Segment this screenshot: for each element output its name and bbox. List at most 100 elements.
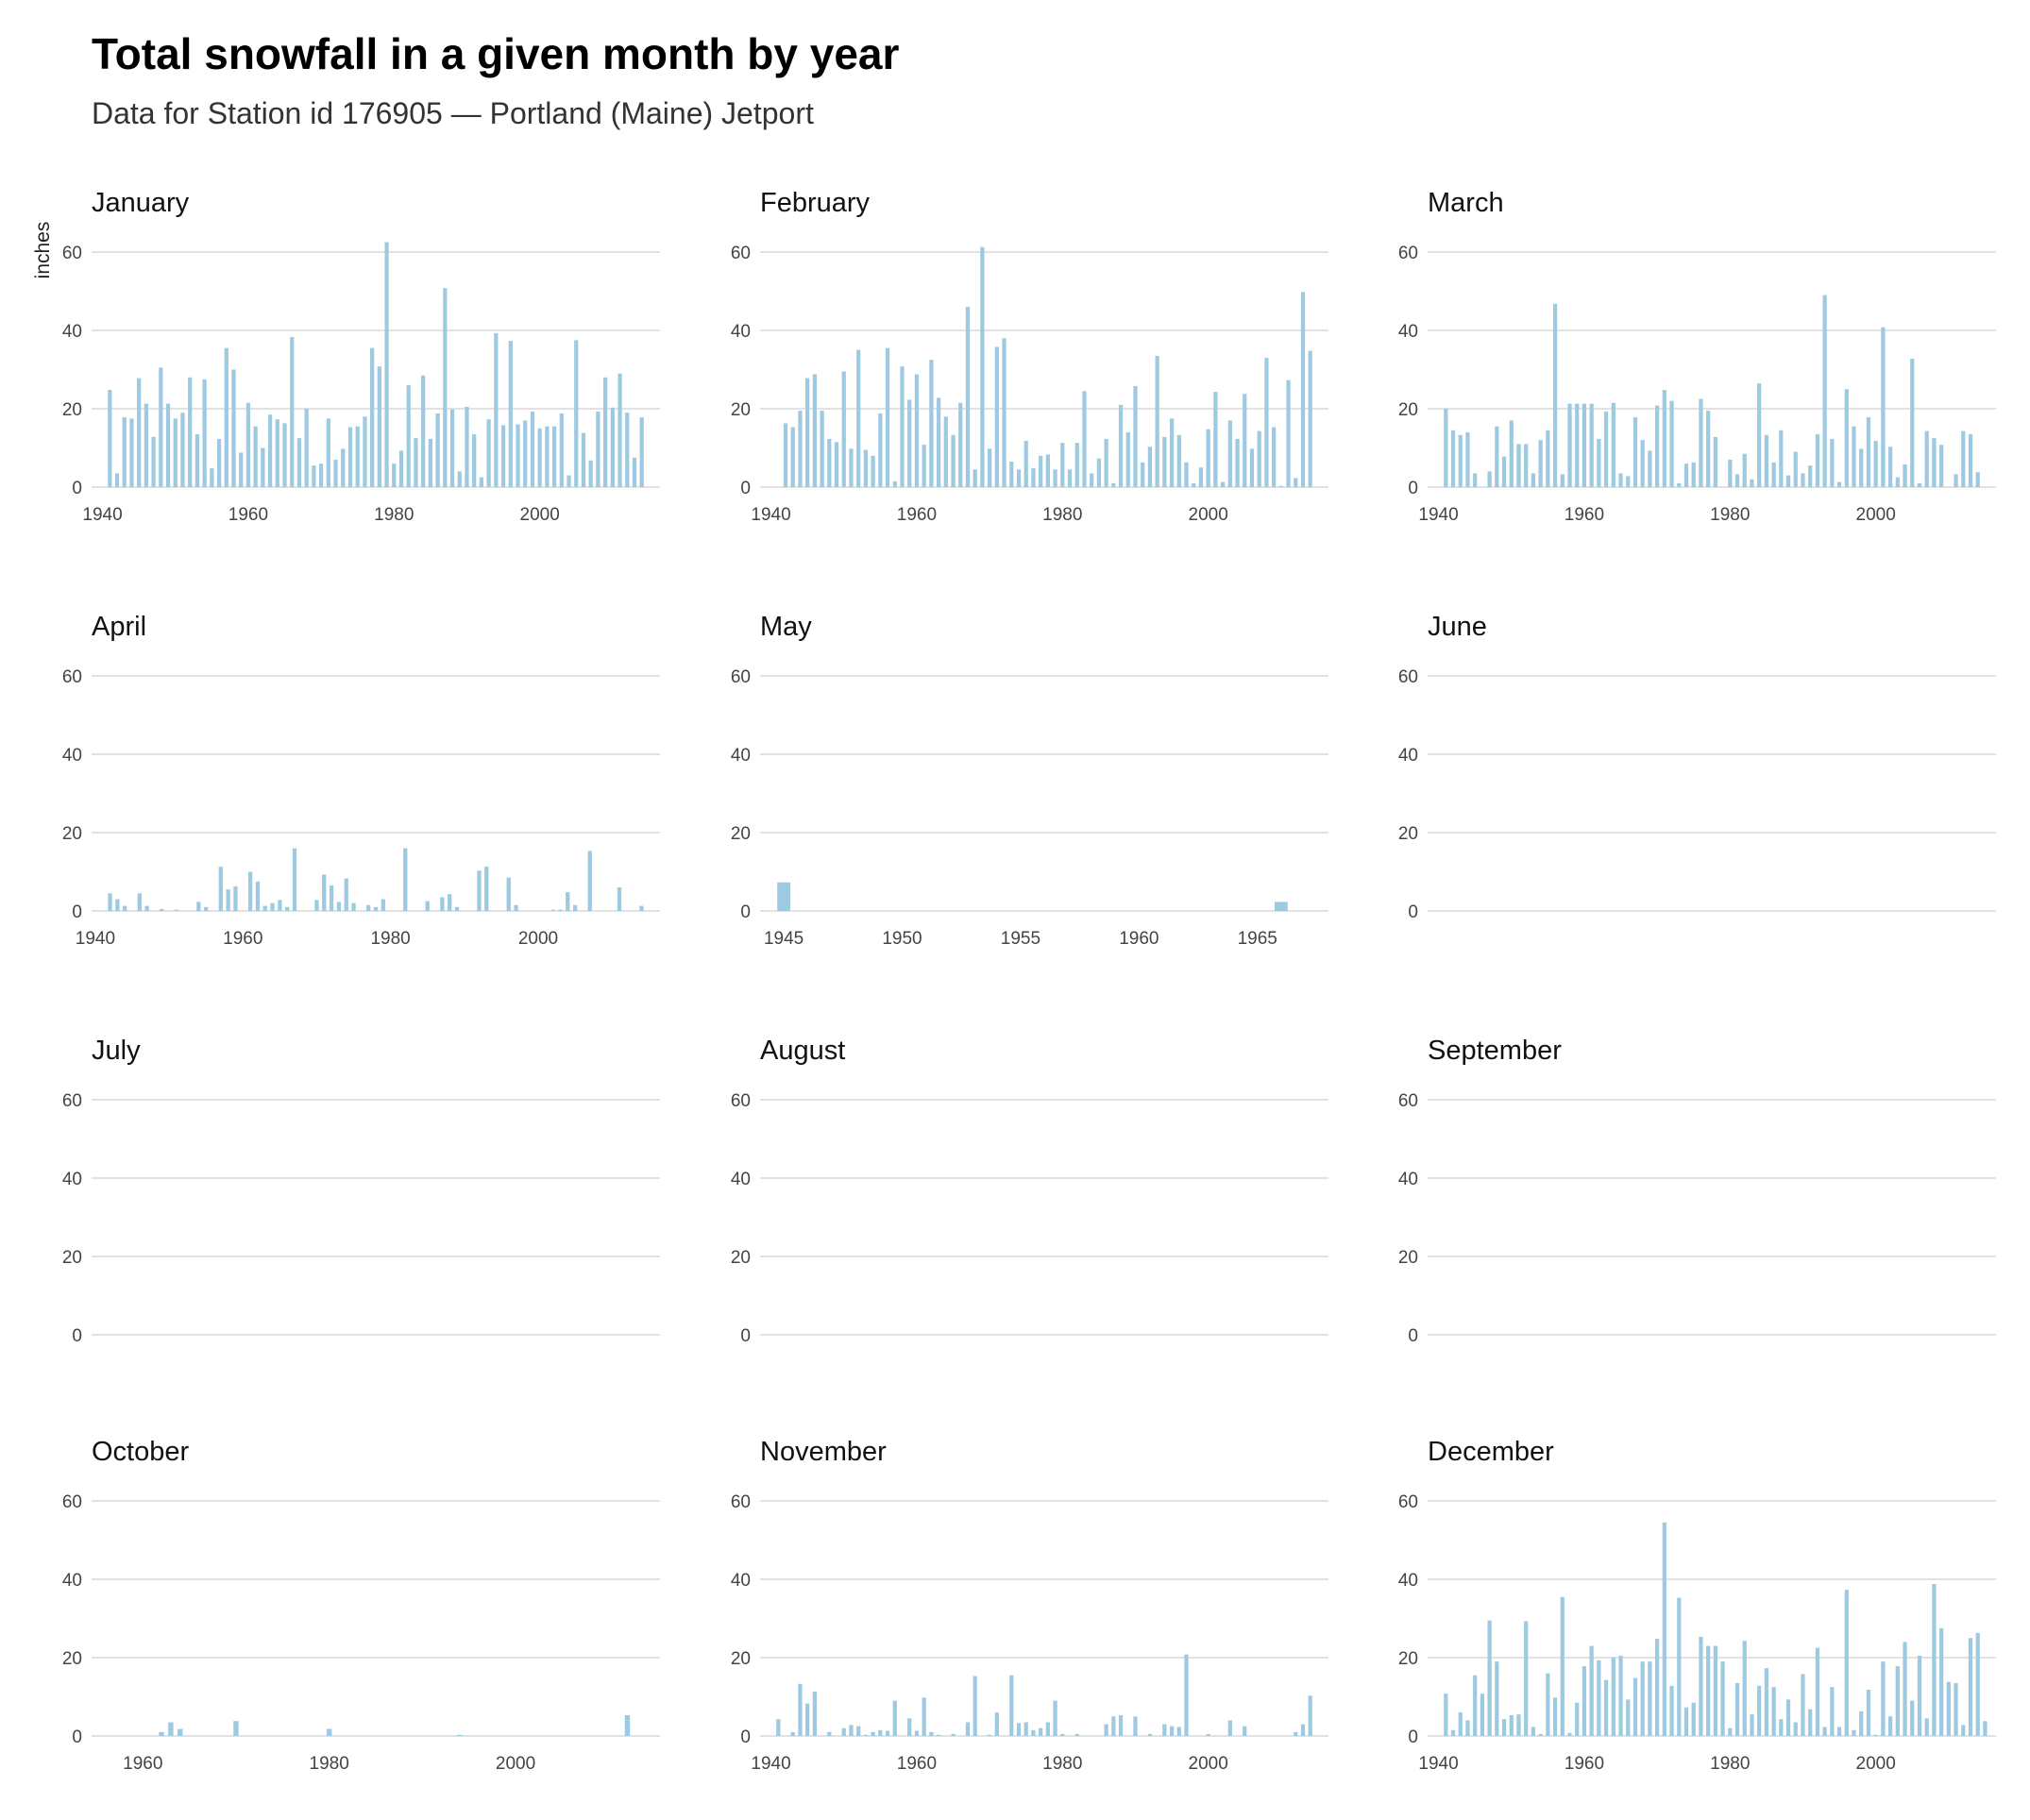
- bar-january-1981: [398, 450, 404, 487]
- bar-february-2005: [1243, 394, 1247, 487]
- bar-december-1989: [1793, 1722, 1798, 1736]
- bar-march-1997: [1852, 426, 1856, 487]
- bar-january-1956: [216, 438, 222, 487]
- bar-february-1968: [973, 469, 977, 487]
- bar-january-1994: [494, 332, 499, 487]
- y-tick-label-february: 40: [731, 322, 751, 342]
- bar-december-2011: [1954, 1682, 1958, 1736]
- y-tick-label-november: 40: [731, 1571, 751, 1591]
- bar-october-1963: [168, 1722, 174, 1736]
- panel-title-december: December: [1428, 1437, 1554, 1467]
- bar-november-1976: [1031, 1729, 1036, 1736]
- bar-december-1986: [1771, 1687, 1776, 1736]
- y-tick-label-october: 60: [62, 1492, 82, 1512]
- y-tick-label-november: 0: [740, 1727, 751, 1747]
- bar-january-1995: [500, 425, 506, 487]
- bar-january-1962: [261, 447, 265, 487]
- bar-january-1977: [370, 347, 375, 487]
- bar-january-1996: [508, 341, 513, 487]
- bar-february-1995: [1169, 418, 1175, 487]
- bar-december-1978: [1713, 1645, 1717, 1736]
- y-tick-label-march: 60: [1398, 244, 1418, 263]
- x-tick-label-january: 1940: [82, 505, 122, 525]
- y-tick-label-august: 20: [731, 1248, 751, 1268]
- bar-january-1949: [165, 403, 171, 487]
- bar-january-1973: [341, 448, 346, 487]
- y-tick-label-may: 40: [731, 746, 751, 766]
- bar-december-1953: [1531, 1727, 1536, 1736]
- bar-december-1944: [1465, 1720, 1470, 1736]
- panel-title-june: June: [1428, 612, 1487, 642]
- y-tick-label-february: 60: [731, 244, 751, 263]
- bar-january-1963: [267, 414, 273, 487]
- y-tick-label-september: 0: [1408, 1326, 1418, 1346]
- bar-february-1956: [885, 347, 890, 487]
- bar-march-1999: [1866, 417, 1871, 487]
- bar-october-1970: [233, 1721, 239, 1736]
- bar-april-1963: [262, 905, 267, 911]
- bar-january-1970: [318, 463, 324, 487]
- panel-title-november: November: [760, 1437, 887, 1467]
- bar-march-1973: [1677, 482, 1682, 487]
- x-tick-label-january: 1960: [228, 505, 268, 525]
- x-tick-label-october: 1960: [123, 1754, 162, 1774]
- bar-february-1981: [1067, 469, 1073, 487]
- bar-february-1976: [1031, 468, 1036, 487]
- bar-march-1993: [1822, 295, 1827, 487]
- y-tick-label-august: 60: [731, 1091, 751, 1111]
- bar-march-1984: [1757, 383, 1762, 487]
- bar-december-1960: [1582, 1666, 1587, 1736]
- bar-february-2002: [1220, 481, 1226, 487]
- bar-december-2008: [1932, 1583, 1937, 1736]
- bar-january-1983: [414, 438, 418, 487]
- bar-april-1951: [174, 909, 179, 911]
- bar-december-1954: [1538, 1733, 1543, 1736]
- bar-november-1986: [1104, 1724, 1108, 1736]
- bar-february-1975: [1023, 441, 1028, 487]
- bar-february-1980: [1060, 443, 1065, 487]
- bar-december-1995: [1836, 1727, 1842, 1736]
- bar-december-1980: [1728, 1727, 1733, 1736]
- bar-march-2006: [1917, 482, 1922, 487]
- panel-title-april: April: [92, 612, 146, 642]
- x-tick-label-march: 1980: [1710, 505, 1750, 525]
- bar-december-1982: [1742, 1641, 1747, 1736]
- bar-april-1975: [351, 902, 356, 911]
- y-tick-label-april: 20: [62, 824, 82, 844]
- bar-april-1957: [218, 867, 223, 911]
- bar-december-2002: [1887, 1716, 1893, 1736]
- bar-february-1950: [841, 371, 846, 487]
- bar-january-1976: [363, 416, 367, 487]
- x-tick-label-march: 1940: [1418, 505, 1458, 525]
- bar-february-1985: [1096, 458, 1102, 487]
- bar-december-1991: [1808, 1709, 1813, 1736]
- x-tick-label-october: 1980: [310, 1754, 349, 1774]
- bar-january-2011: [617, 373, 622, 487]
- bar-january-1951: [180, 413, 185, 487]
- bar-december-2006: [1917, 1655, 1922, 1736]
- bar-march-1985: [1764, 434, 1769, 487]
- bar-march-2002: [1887, 447, 1893, 487]
- bar-december-1993: [1822, 1727, 1827, 1736]
- y-tick-label-december: 20: [1398, 1649, 1418, 1669]
- bar-november-1944: [798, 1683, 803, 1736]
- bar-december-1983: [1750, 1714, 1754, 1736]
- bar-january-1943: [122, 417, 127, 487]
- bar-november-1968: [973, 1676, 977, 1736]
- bar-december-1971: [1662, 1522, 1666, 1736]
- bar-april-1979: [381, 899, 385, 911]
- bar-march-2001: [1881, 327, 1886, 487]
- bar-april-1967: [292, 848, 297, 911]
- bar-march-1966: [1626, 476, 1631, 487]
- bar-january-1998: [523, 420, 528, 487]
- bar-january-1999: [530, 411, 535, 487]
- bar-february-1953: [863, 449, 869, 487]
- x-tick-label-may: 1950: [882, 929, 922, 949]
- bar-february-2004: [1235, 438, 1240, 487]
- bar-march-1972: [1669, 400, 1674, 487]
- bar-january-1974: [347, 427, 353, 487]
- bar-february-1987: [1111, 482, 1116, 487]
- bar-november-1975: [1023, 1722, 1028, 1736]
- bar-april-1949: [160, 908, 164, 911]
- y-tick-label-april: 40: [62, 746, 82, 766]
